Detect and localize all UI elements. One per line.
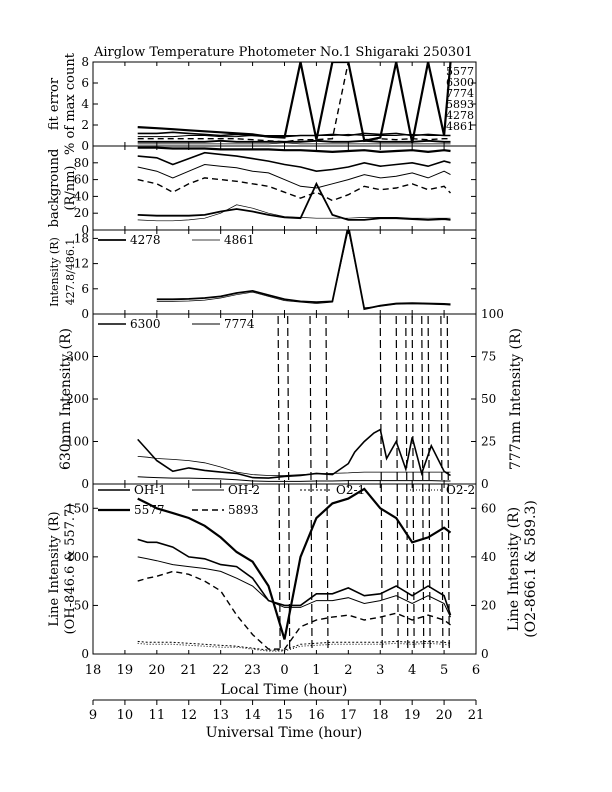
y2-tick-label: 60 bbox=[481, 501, 496, 515]
y2-tick-label: 75 bbox=[481, 350, 496, 364]
local-tick-label: 22 bbox=[212, 663, 229, 678]
ut-tick-label: 14 bbox=[244, 708, 261, 723]
local-tick-label: 1 bbox=[312, 663, 320, 678]
y-tick-label: 2 bbox=[81, 118, 89, 132]
y2-axis-label: 777nm Intensity (R) bbox=[508, 328, 524, 470]
legend-entry: OH-1 bbox=[134, 483, 166, 497]
panel-fiterror: 0 2 4 6 8 fit error% of max count 557763007774… bbox=[47, 52, 476, 155]
series-4861 bbox=[138, 143, 451, 144]
series-6300 bbox=[138, 430, 451, 479]
ut-tick-label: 16 bbox=[308, 708, 325, 723]
y2-tick-label: 50 bbox=[481, 392, 496, 406]
ut-tick-label: 15 bbox=[276, 708, 293, 723]
ut-tick-label: 19 bbox=[404, 708, 421, 723]
series-5893 bbox=[138, 178, 451, 201]
y-axis-label: (R/nm) bbox=[63, 165, 78, 210]
legend-entry: 6300 bbox=[130, 317, 161, 331]
legend-entry: O2-1 bbox=[336, 483, 365, 497]
series-4278 bbox=[157, 226, 451, 309]
ut-axis: 9 10 11 12 13 14 15 16 17 18 19 20 21 bbox=[89, 700, 484, 723]
ut-tick-label: 10 bbox=[117, 708, 134, 723]
local-tick-label: 18 bbox=[85, 663, 102, 678]
y-tick-label: 6 bbox=[81, 282, 89, 296]
local-tick-label: 2 bbox=[344, 663, 352, 678]
series-7774 bbox=[138, 477, 451, 482]
series-O2-2 bbox=[138, 643, 451, 651]
ut-tick-label: 21 bbox=[468, 708, 485, 723]
y-tick-label: 0 bbox=[81, 477, 89, 491]
y2-tick-label: 20 bbox=[481, 598, 496, 612]
ut-tick-label: 11 bbox=[149, 708, 166, 723]
y2-tick-label: 0 bbox=[481, 647, 489, 661]
y2-tick-label: 0 bbox=[481, 477, 489, 491]
local-time-label: Local Time (hour) bbox=[221, 682, 348, 698]
series-5893 bbox=[138, 571, 451, 649]
y-axis-label: background bbox=[47, 149, 62, 228]
legend-entry: 7774 bbox=[224, 317, 255, 331]
local-tick-label: 6 bbox=[472, 663, 480, 678]
local-tick-label: 21 bbox=[180, 663, 197, 678]
ut-tick-label: 9 bbox=[89, 708, 97, 723]
legend-entry: OH-2 bbox=[228, 483, 260, 497]
series-O2-1 bbox=[138, 641, 451, 650]
y-axis-label: Intensity (R) bbox=[48, 237, 61, 307]
y-axis-label: 630nm Intensity (R) bbox=[58, 328, 74, 470]
y2-axis-label: Line Intensity (R) bbox=[506, 507, 522, 631]
series-OH-1 bbox=[138, 539, 451, 615]
ut-label: Universal Time (hour) bbox=[206, 725, 363, 741]
y-tick-label: 0 bbox=[81, 139, 89, 153]
local-tick-label: 5 bbox=[440, 663, 448, 678]
legend-entry: 4861 bbox=[224, 233, 255, 247]
series-4861 bbox=[157, 230, 451, 308]
legend-entry: 4278 bbox=[130, 233, 161, 247]
local-tick-label: 0 bbox=[280, 663, 288, 678]
ut-tick-label: 20 bbox=[436, 708, 453, 723]
local-tick-label: 4 bbox=[408, 663, 416, 678]
series-6300-bg bbox=[138, 456, 451, 475]
local-tick-label: 3 bbox=[376, 663, 384, 678]
series-4278 bbox=[138, 141, 451, 142]
figure-title: Airglow Temperature Photometer No.1 Shig… bbox=[93, 45, 473, 60]
legend-entry: O2-2 bbox=[446, 483, 475, 497]
series-5577 bbox=[138, 62, 451, 143]
legend-entry: 5893 bbox=[228, 503, 259, 517]
y-tick-label: 6 bbox=[81, 76, 89, 90]
panel-blue: 0 6 12 18 Intensity (R) 427.8/486.1 4278 4861 bbox=[48, 226, 476, 321]
local-time-axis: 18 19 20 21 22 23 0 1 2 3 4 5 6 bbox=[85, 663, 480, 678]
legend-entry: 4861 bbox=[446, 120, 474, 133]
y-tick-label: 8 bbox=[81, 55, 89, 69]
y-tick-label: 0 bbox=[81, 647, 89, 661]
y-tick-label: 0 bbox=[81, 307, 89, 321]
y2-axis-label: (O2-866.1 & 589.3) bbox=[523, 500, 539, 638]
y-axis-label: % of max count bbox=[63, 52, 78, 155]
series-5577 bbox=[138, 148, 451, 152]
y-axis-label: Line Intensity (R) bbox=[47, 511, 62, 626]
local-tick-label: 23 bbox=[244, 663, 261, 678]
ut-tick-label: 12 bbox=[180, 708, 197, 723]
series-4278 bbox=[138, 184, 451, 220]
panel-background: 0 20 40 60 80 background (R/nm) bbox=[47, 146, 476, 237]
legend-entry: 5577 bbox=[134, 503, 165, 517]
local-tick-label: 20 bbox=[149, 663, 166, 678]
ut-tick-label: 18 bbox=[372, 708, 389, 723]
y2-tick-label: 100 bbox=[481, 307, 504, 321]
ut-tick-label: 13 bbox=[212, 708, 229, 723]
ut-tick-label: 17 bbox=[340, 708, 357, 723]
series-6300 bbox=[138, 153, 451, 172]
y-axis-label: (OH-846.6 & 557.7) bbox=[63, 504, 78, 635]
y2-tick-label: 25 bbox=[481, 435, 496, 449]
y-tick-label: 4 bbox=[81, 97, 89, 111]
y-axis-label: 427.8/486.1 bbox=[64, 239, 77, 306]
series-7774 bbox=[138, 165, 451, 189]
y-axis-label: fit error bbox=[47, 77, 62, 130]
y2-tick-label: 40 bbox=[481, 550, 496, 564]
local-tick-label: 19 bbox=[117, 663, 134, 678]
